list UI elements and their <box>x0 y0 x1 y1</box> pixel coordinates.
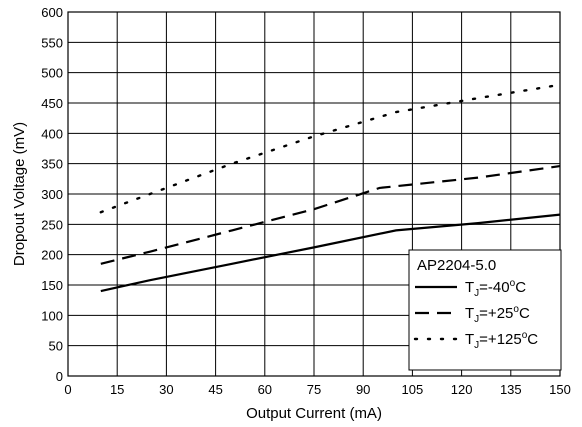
series-line-dashed <box>100 165 561 265</box>
y-tick-label: 450 <box>41 96 63 111</box>
legend-temp-value: =-40 <box>479 279 509 296</box>
y-axis-label: Dropout Voltage (mV) <box>11 122 28 266</box>
legend-temp-subscript: J <box>474 288 479 299</box>
legend-degree-sign: o <box>510 278 516 289</box>
legend-title: AP2204-5.0 <box>417 257 496 274</box>
x-tick-label: 150 <box>549 382 571 397</box>
x-tick-label: 15 <box>110 382 124 397</box>
legend-temp-value: =+125 <box>479 331 522 348</box>
legend-temp-value: =+25 <box>479 305 513 322</box>
y-tick-label: 500 <box>41 66 63 81</box>
legend-temp-unit: C <box>519 305 530 322</box>
x-tick-label: 75 <box>307 382 321 397</box>
y-axis-ticks: 0 50 100 150 200 250 300 350 400 450 500 550 600 <box>41 5 63 384</box>
legend-temp-symbol: T <box>465 331 474 348</box>
y-tick-label: 350 <box>41 157 63 172</box>
x-tick-label: 60 <box>258 382 272 397</box>
series-line-solid <box>100 213 561 293</box>
x-tick-label: 90 <box>356 382 370 397</box>
legend-degree-sign: o <box>522 330 528 341</box>
y-tick-label: 200 <box>41 248 63 263</box>
x-axis-label: Output Current (mA) <box>246 405 382 422</box>
x-tick-label: 45 <box>208 382 222 397</box>
legend-temp-subscript: J <box>474 340 479 351</box>
y-tick-label: 300 <box>41 187 63 202</box>
legend-temp-symbol: T <box>465 305 474 322</box>
legend-temp-symbol: T <box>465 279 474 296</box>
plot-frame <box>67 11 561 377</box>
y-tick-label: 50 <box>49 339 63 354</box>
series-lines <box>99 83 562 293</box>
legend-entry-label: TJ=+25oC <box>465 304 530 325</box>
x-tick-label: 30 <box>159 382 173 397</box>
legend-temp-unit: C <box>515 279 526 296</box>
y-tick-label: 150 <box>41 278 63 293</box>
legend-degree-sign: o <box>513 304 519 315</box>
y-tick-label: 600 <box>41 5 63 20</box>
legend-box <box>408 249 562 371</box>
legend-entry-label: TJ=+125oC <box>465 330 538 351</box>
series-line-dotted <box>99 83 562 214</box>
y-tick-label: 0 <box>56 369 63 384</box>
legend-entry-label: TJ=-40oC <box>465 278 526 299</box>
legend-temp-unit: C <box>527 331 538 348</box>
x-axis-ticks: 0 15 30 45 60 75 90 105 120 135 150 <box>64 382 570 397</box>
x-tick-label: 120 <box>451 382 473 397</box>
legend-temp-subscript: J <box>474 314 479 325</box>
y-tick-label: 100 <box>41 308 63 323</box>
x-tick-label: 105 <box>402 382 424 397</box>
x-tick-label: 0 <box>64 382 71 397</box>
y-tick-label: 250 <box>41 217 63 232</box>
y-tick-label: 550 <box>41 35 63 50</box>
y-tick-label: 400 <box>41 126 63 141</box>
x-tick-label: 135 <box>500 382 522 397</box>
